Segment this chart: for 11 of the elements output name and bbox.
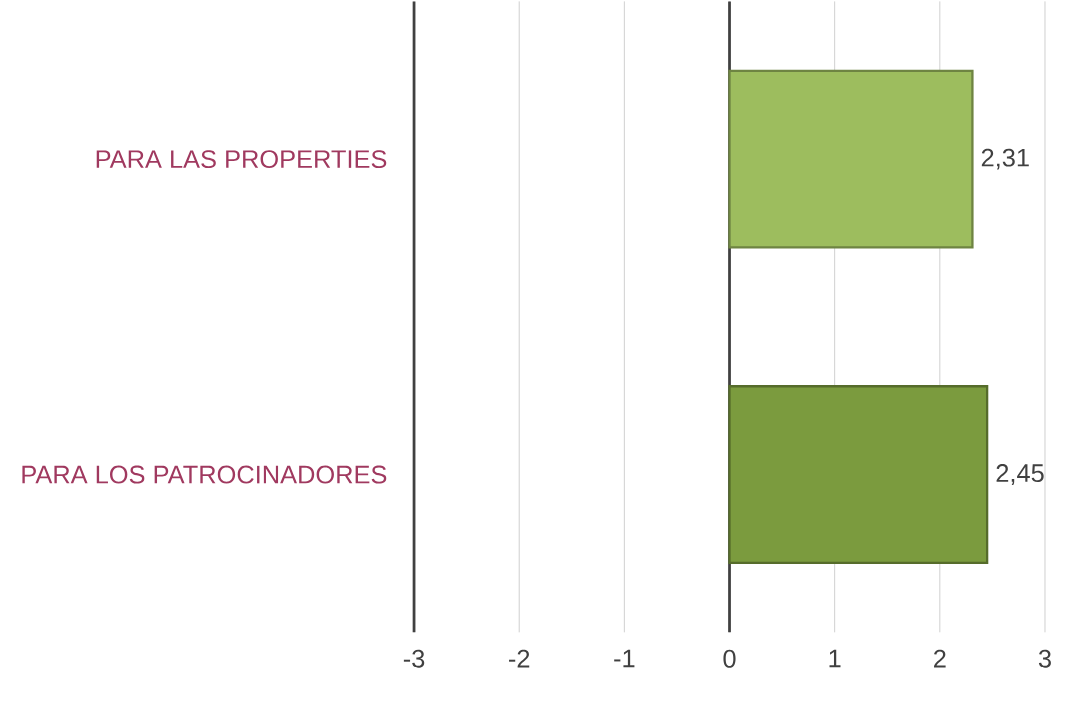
y-tick-label: PARA LAS PROPERTIES xyxy=(96,150,387,169)
x-tick-label: 2 xyxy=(934,649,946,668)
x-tick-label: 0 xyxy=(723,649,736,668)
x-tick-label: -1 xyxy=(614,649,635,668)
x-tick-label: -2 xyxy=(509,649,530,668)
y-tick-label: PARA LOS PATROCINADORES xyxy=(22,465,387,484)
x-tick-label: 3 xyxy=(1038,649,1051,668)
x-tick-label: -3 xyxy=(403,649,425,668)
data-label: 2,45 xyxy=(996,464,1044,486)
x-tick-label: 1 xyxy=(829,649,841,668)
data-label: 2,31 xyxy=(981,148,1029,170)
